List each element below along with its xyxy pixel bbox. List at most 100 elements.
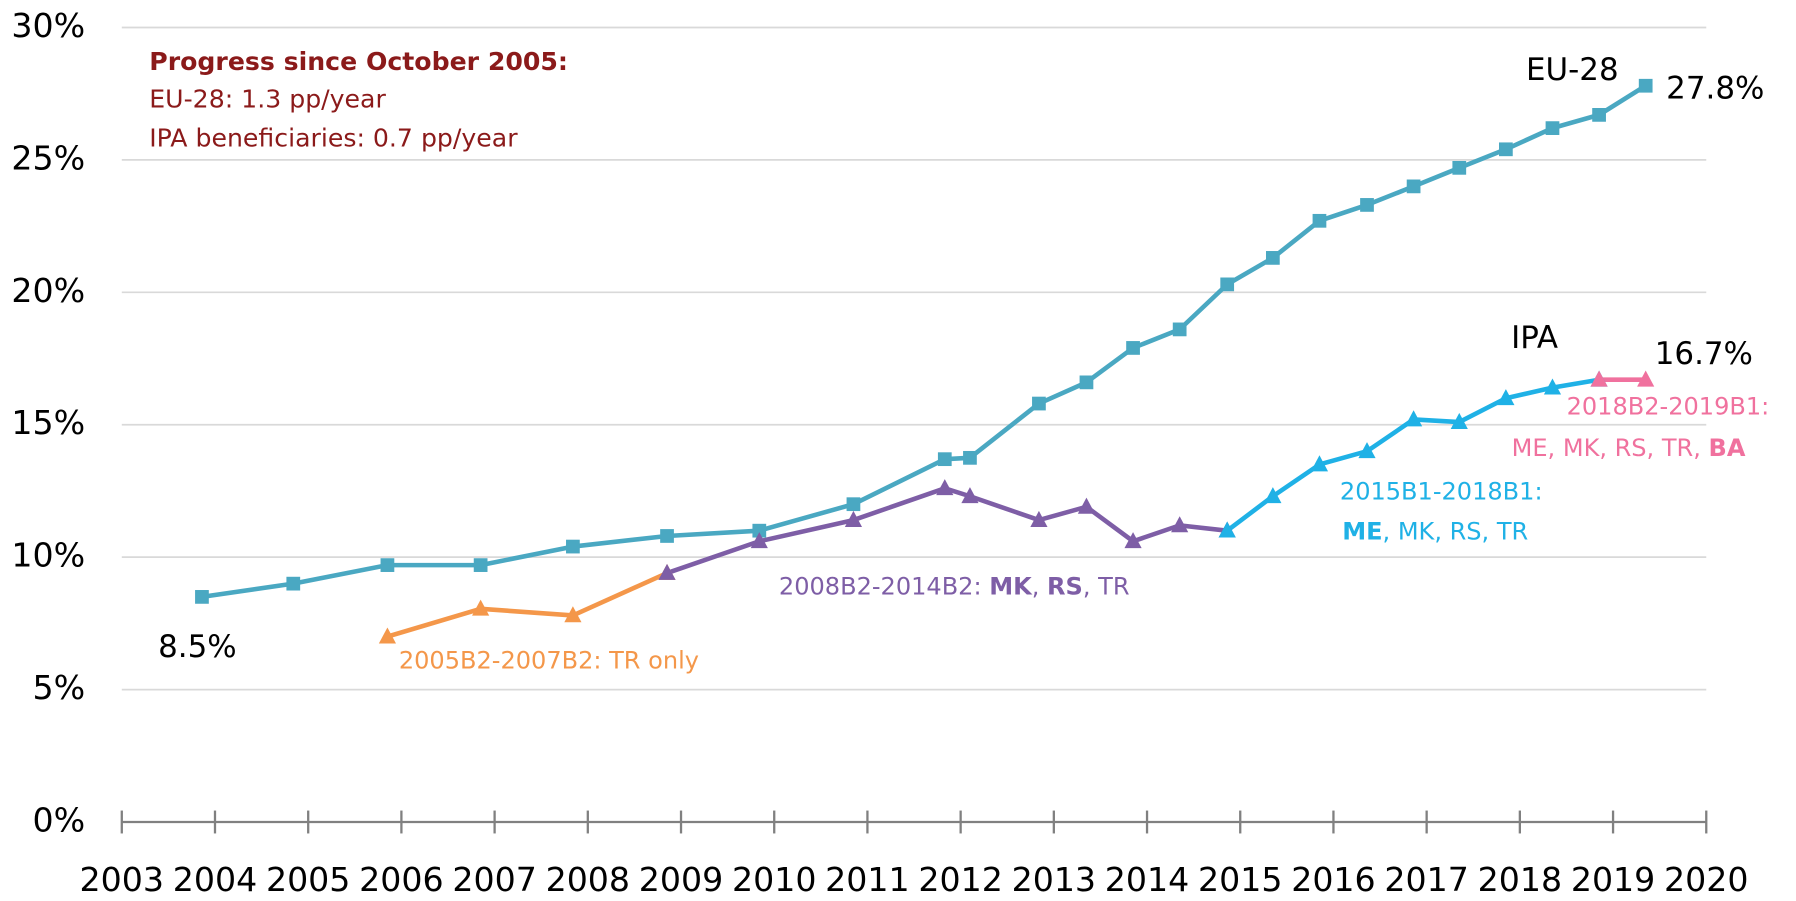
x-tick-label: 2016 [1291,860,1375,899]
marker [1545,121,1560,135]
annotation-part: IPA [1511,319,1558,355]
y-tick-label: 10% [11,536,85,575]
marker [1638,78,1653,93]
annotation-part: 27.8% [1666,70,1764,106]
x-tick-label: 2004 [173,860,257,899]
marker [564,606,582,623]
marker [937,452,952,467]
series-line [666,486,1228,576]
marker [846,497,861,512]
annotation-part: ME, MK, RS, TR, [1512,434,1709,462]
x-tick-label: 2011 [825,860,909,899]
x-tick-label: 2015 [1198,860,1282,899]
marker [1543,378,1562,395]
x-tick-label: 2006 [359,860,443,899]
annotation-part: ME [1342,517,1382,545]
annotation: IPA [1511,319,1558,355]
annotation-part: 16.7% [1655,335,1753,371]
marker [936,479,954,496]
marker [1172,322,1187,337]
annotation-part: 2018B2-2019B1: [1567,393,1770,421]
marker [286,576,301,591]
marker [1405,410,1423,427]
marker [195,590,209,604]
x-tick-label: 2009 [639,860,723,899]
marker [1171,516,1189,533]
annotation-part: MK [989,572,1033,600]
x-tick-label: 2005 [266,860,350,899]
annotation: EU-28 [1526,51,1619,87]
marker [1592,108,1606,122]
series-line [201,83,1647,600]
annotation: IPA beneficiaries: 0.7 pp/year [149,124,518,153]
series-line [386,570,668,639]
annotation: 2018B2-2019B1: [1567,393,1770,421]
annotation-part: EU-28 [1526,51,1619,87]
marker [1452,160,1467,175]
marker [1310,455,1329,472]
x-tick-label: 2013 [1012,860,1096,899]
marker [1406,179,1421,194]
marker [961,487,979,504]
annotation-part: , [1032,572,1047,600]
annotation: 2005B2-2007B2: TR only [399,647,699,675]
annotation-part: , TR [1083,572,1130,600]
annotation-part: IPA beneficiaries: 0.7 pp/year [149,124,518,153]
marker [1265,251,1280,265]
marker [1497,389,1515,406]
marker [660,529,674,543]
annotation: 2008B2-2014B2: MK, RS, TR [779,572,1130,600]
marker [566,539,580,554]
marker [1590,370,1608,387]
marker [1124,532,1142,549]
y-tick-label: 15% [11,403,85,442]
annotation: Progress since October 2005: [149,47,568,76]
x-tick-label: 2008 [546,860,630,899]
x-tick-label: 2010 [732,860,816,899]
x-tick-label: 2018 [1478,860,1562,899]
marker [844,510,863,527]
y-tick-label: 5% [32,668,85,707]
marker [380,558,395,572]
annotation: EU-28: 1.3 pp/year [149,85,386,114]
marker [1220,277,1235,292]
marker [1499,142,1513,157]
x-tick-label: 2017 [1384,860,1468,899]
x-tick-label: 2007 [452,860,536,899]
annotation-part: BA [1709,434,1746,462]
marker [658,563,676,580]
annotation: 27.8% [1666,70,1764,106]
marker [1077,497,1096,514]
y-tick-label: 25% [11,138,85,177]
marker [378,627,397,644]
y-tick-label: 20% [11,271,85,310]
annotation-part: , MK, RS, TR [1383,517,1529,545]
marker [750,532,768,549]
marker [472,599,490,616]
annotation-part: RS [1047,572,1083,600]
marker [1264,487,1282,504]
annotation: 8.5% [158,628,237,664]
annotation: 2015B1-2018B1: [1340,477,1543,505]
marker [1358,442,1376,459]
marker [1030,510,1048,527]
x-tick-label: 2019 [1571,860,1655,899]
annotation: ME, MK, RS, TR [1342,517,1528,545]
marker [1360,198,1374,212]
marker [1079,375,1094,390]
y-tick-label: 30% [11,6,85,45]
x-tick-label: 2003 [80,860,164,899]
marker [963,450,977,465]
x-tick-label: 2020 [1664,860,1748,899]
marker [1450,412,1468,429]
annotation-part: EU-28: 1.3 pp/year [149,85,386,114]
x-tick-label: 2014 [1105,860,1189,899]
annotation-part: 2015B1-2018B1: [1340,477,1543,505]
marker [1637,370,1655,387]
annotation-part: Progress since October 2005: [149,47,568,76]
annotation: ME, MK, RS, TR, BA [1512,434,1746,462]
y-tick-label: 0% [32,801,85,840]
annotation: 16.7% [1655,335,1753,371]
x-tick-label: 2012 [918,860,1002,899]
